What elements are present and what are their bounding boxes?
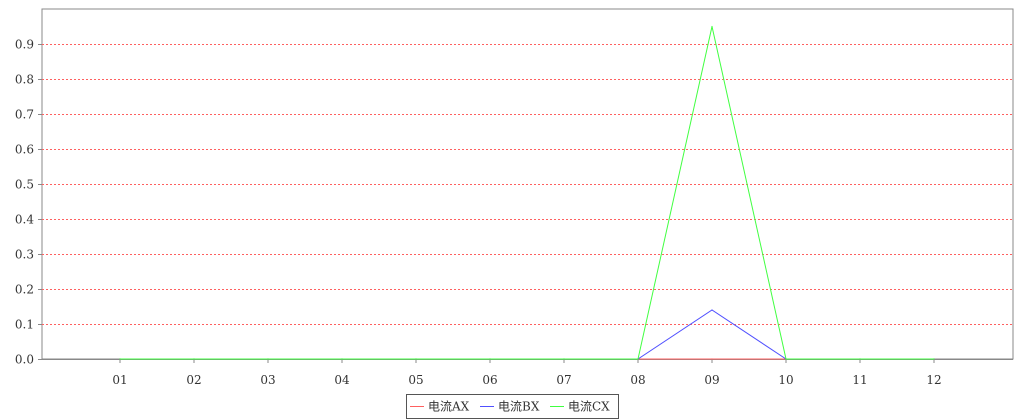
legend-label: 电流BX	[498, 400, 540, 414]
y-tick-label: 0.5	[15, 178, 34, 192]
data-point	[341, 358, 343, 360]
series-line-3	[120, 26, 934, 360]
data-point	[267, 358, 269, 360]
data-point	[859, 358, 861, 360]
x-tick-label: 05	[408, 373, 423, 387]
x-tick-label: 10	[778, 373, 793, 387]
y-tick-label: 0.7	[15, 108, 34, 122]
data-point	[785, 358, 787, 360]
y-tick-label: 0.2	[15, 283, 34, 297]
x-tick-label: 06	[482, 373, 497, 387]
series-layer	[119, 25, 935, 360]
y-tick-label: 0.8	[15, 73, 34, 87]
data-point	[711, 309, 713, 311]
y-tick-label: 0.0	[15, 353, 34, 367]
data-point	[637, 358, 639, 360]
y-tick-label: 0.6	[15, 143, 34, 157]
grid-layer	[41, 8, 1014, 360]
x-tick-label: 08	[630, 373, 645, 387]
x-tick-label: 01	[112, 373, 127, 387]
x-tick-label: 12	[926, 373, 941, 387]
data-point	[563, 358, 565, 360]
x-tick-label: 07	[556, 373, 571, 387]
y-tick-label: 0.4	[15, 213, 34, 227]
x-tick-label: 02	[186, 373, 201, 387]
y-tick-label: 0.3	[15, 248, 34, 262]
data-point	[119, 358, 121, 360]
data-point	[193, 358, 195, 360]
data-point	[415, 358, 417, 360]
data-point	[711, 25, 713, 28]
x-tick-label: 09	[704, 373, 719, 387]
legend-label: 电流CX	[568, 400, 610, 414]
y-tick-label: 0.1	[15, 318, 34, 332]
legend: 电流AX 电流BX 电流CX	[406, 394, 619, 419]
y-tick-label: 0.9	[15, 38, 34, 52]
data-point	[933, 358, 935, 360]
data-point	[489, 358, 491, 360]
x-tick-label: 03	[260, 373, 275, 387]
data-point	[711, 358, 713, 360]
x-tick-label: 04	[334, 373, 350, 387]
x-tick-label: 11	[852, 373, 867, 387]
legend-box	[406, 394, 619, 419]
legend-label: 电流AX	[428, 400, 470, 414]
